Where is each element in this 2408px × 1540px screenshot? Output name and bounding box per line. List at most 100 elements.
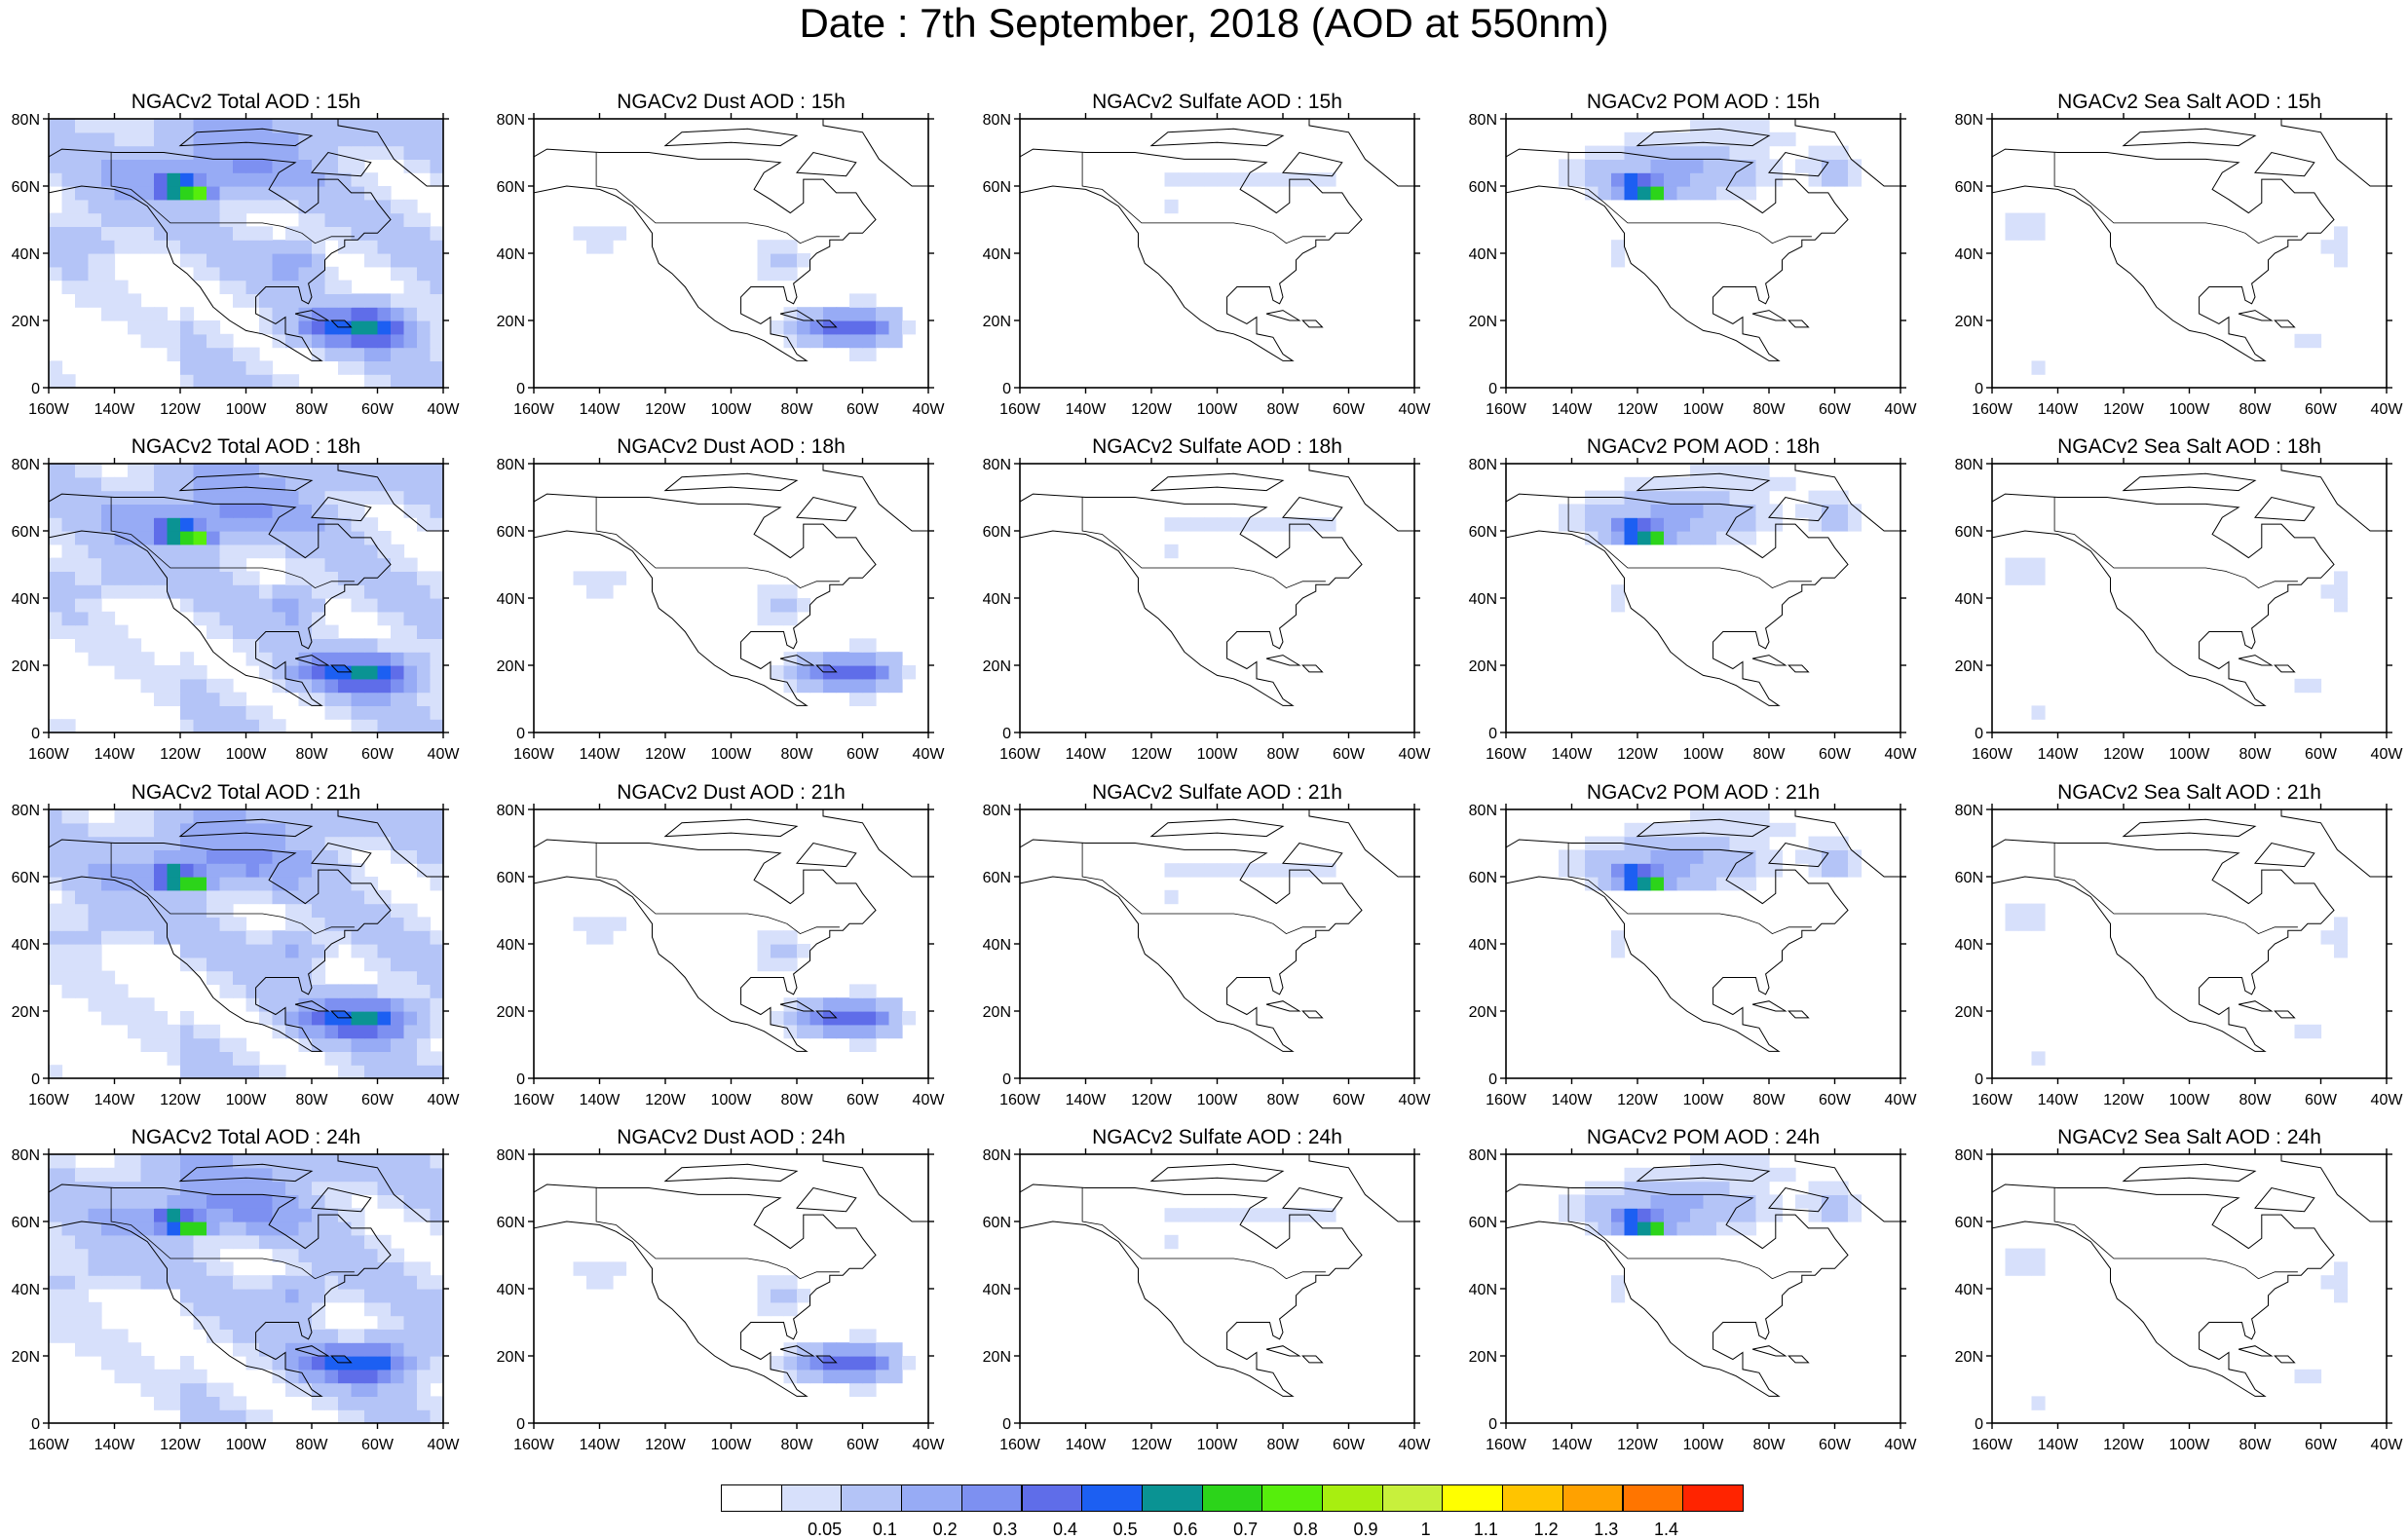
- x-tick-label: 100W: [226, 746, 268, 763]
- colorbar-label: 1.2: [1533, 1520, 1559, 1539]
- x-tick-label: 40W: [1399, 1437, 1432, 1453]
- x-tick-label: 120W: [160, 1437, 202, 1453]
- x-tick-label: 60W: [2305, 1092, 2338, 1108]
- x-tick-label: 40W: [913, 1092, 946, 1108]
- colorbar-swatch: [1021, 1484, 1083, 1512]
- x-tick-label: 60W: [1333, 746, 1366, 763]
- x-tick-label: 140W: [1066, 746, 1108, 763]
- y-tick-label: 60N: [1955, 179, 1983, 196]
- y-tick-label: 60N: [497, 1215, 525, 1231]
- colorbar-swatch: [1261, 1484, 1323, 1512]
- x-tick-label: 140W: [580, 746, 621, 763]
- panel-title: NGACv2 POM AOD : 15h: [1587, 91, 1820, 113]
- x-tick-label: 100W: [711, 1092, 753, 1108]
- panel-title: NGACv2 POM AOD : 21h: [1587, 781, 1820, 804]
- x-tick-label: 40W: [913, 401, 946, 418]
- x-tick-label: 40W: [1399, 746, 1432, 763]
- y-tick-label: 80N: [497, 803, 525, 819]
- x-tick-label: 80W: [781, 746, 814, 763]
- y-tick-label: 0: [1002, 1416, 1011, 1433]
- x-tick-label: 140W: [94, 401, 136, 418]
- y-tick-label: 20N: [12, 314, 40, 330]
- x-tick-label: 140W: [1066, 401, 1108, 418]
- y-tick-label: 0: [31, 381, 40, 397]
- x-tick-label: 160W: [1486, 1437, 1527, 1453]
- map-panel: NGACv2 Total AOD : 24h 160W 140W 120W 100W 80…: [12, 1126, 461, 1453]
- colorbar-swatch: [960, 1484, 1023, 1512]
- x-tick-label: 160W: [28, 401, 70, 418]
- x-tick-label: 100W: [226, 1092, 268, 1108]
- x-tick-label: 60W: [361, 1437, 395, 1453]
- x-tick-label: 140W: [1066, 1437, 1108, 1453]
- x-tick-label: 160W: [1486, 746, 1527, 763]
- y-tick-label: 40N: [983, 937, 1011, 954]
- x-tick-label: 80W: [2239, 746, 2273, 763]
- x-tick-label: 120W: [160, 746, 202, 763]
- colorbar-swatch: [1622, 1484, 1684, 1512]
- x-tick-label: 100W: [711, 401, 753, 418]
- x-tick-label: 120W: [1617, 1092, 1659, 1108]
- y-tick-label: 80N: [1469, 803, 1497, 819]
- x-tick-label: 60W: [361, 1092, 395, 1108]
- map-panel: NGACv2 Dust AOD : 21h 160W 140W 120W 100W 80W…: [497, 781, 946, 1108]
- x-tick-label: 80W: [296, 746, 329, 763]
- colorbar-swatch: [780, 1484, 843, 1512]
- x-tick-label: 80W: [1267, 401, 1300, 418]
- colorbar-label: 0.6: [1173, 1520, 1198, 1539]
- x-tick-label: 160W: [999, 1092, 1041, 1108]
- y-tick-label: 80N: [1955, 803, 1983, 819]
- y-tick-label: 60N: [497, 179, 525, 196]
- x-tick-label: 120W: [645, 1092, 687, 1108]
- y-tick-label: 80N: [1469, 1147, 1497, 1164]
- x-tick-label: 160W: [1972, 1437, 2013, 1453]
- map-panel: NGACv2 Sea Salt AOD : 24h 160W 140W 120W 100…: [1955, 1126, 2404, 1453]
- y-tick-label: 80N: [1469, 457, 1497, 473]
- y-tick-label: 60N: [1469, 179, 1497, 196]
- panel-title: NGACv2 Total AOD : 24h: [132, 1126, 360, 1148]
- x-tick-label: 80W: [781, 1437, 814, 1453]
- map-panel: NGACv2 POM AOD : 24h 160W 140W 120W 100W 80W 6…: [1469, 1126, 1918, 1453]
- x-tick-label: 100W: [226, 1437, 268, 1453]
- x-tick-label: 160W: [1486, 401, 1527, 418]
- x-tick-label: 140W: [2038, 1092, 2080, 1108]
- map-panel: NGACv2 Sulfate AOD : 21h 160W 140W 120W 100W…: [983, 781, 1432, 1108]
- x-tick-label: 40W: [428, 1437, 461, 1453]
- x-tick-label: 140W: [1552, 746, 1594, 763]
- y-tick-label: 20N: [1469, 314, 1497, 330]
- panel-title: NGACv2 POM AOD : 18h: [1587, 435, 1820, 458]
- x-tick-label: 60W: [847, 1437, 880, 1453]
- x-tick-label: 80W: [1267, 746, 1300, 763]
- x-tick-label: 120W: [160, 401, 202, 418]
- x-tick-label: 120W: [160, 1092, 202, 1108]
- x-tick-label: 120W: [645, 746, 687, 763]
- y-tick-label: 0: [31, 1071, 40, 1088]
- map-panel: NGACv2 POM AOD : 21h 160W 140W 120W 100W 80W 6…: [1469, 781, 1918, 1108]
- y-tick-label: 20N: [1469, 1004, 1497, 1021]
- x-tick-label: 160W: [28, 746, 70, 763]
- colorbar-label: 0.3: [993, 1520, 1018, 1539]
- panel-title: NGACv2 Total AOD : 18h: [132, 435, 360, 458]
- y-tick-label: 40N: [12, 1282, 40, 1298]
- y-tick-label: 80N: [497, 457, 525, 473]
- y-tick-label: 60N: [983, 524, 1011, 541]
- x-tick-label: 100W: [226, 401, 268, 418]
- map-panel: NGACv2 Sulfate AOD : 15h 160W 140W 120W 100W…: [983, 91, 1432, 418]
- map-panel: NGACv2 Sea Salt AOD : 21h 160W 140W 120W 100…: [1955, 781, 2404, 1108]
- x-tick-label: 160W: [999, 746, 1041, 763]
- x-tick-label: 100W: [1683, 1092, 1725, 1108]
- colorbar-swatch: [721, 1484, 782, 1512]
- x-tick-label: 160W: [1972, 1092, 2013, 1108]
- map-panel: NGACv2 Dust AOD : 24h 160W 140W 120W 100W 80W…: [497, 1126, 946, 1453]
- y-tick-label: 0: [31, 726, 40, 742]
- x-tick-label: 120W: [645, 1437, 687, 1453]
- y-tick-label: 60N: [12, 524, 40, 541]
- x-tick-label: 80W: [296, 1092, 329, 1108]
- x-tick-label: 120W: [2103, 401, 2145, 418]
- y-tick-label: 0: [516, 726, 525, 742]
- y-tick-label: 20N: [983, 658, 1011, 675]
- y-tick-label: 20N: [1469, 1349, 1497, 1366]
- x-tick-label: 80W: [1753, 746, 1787, 763]
- figure-title: Date : 7th September, 2018 (AOD at 550nm…: [799, 0, 1609, 46]
- colorbar-swatch: [1682, 1484, 1744, 1512]
- y-tick-label: 20N: [1955, 1349, 1983, 1366]
